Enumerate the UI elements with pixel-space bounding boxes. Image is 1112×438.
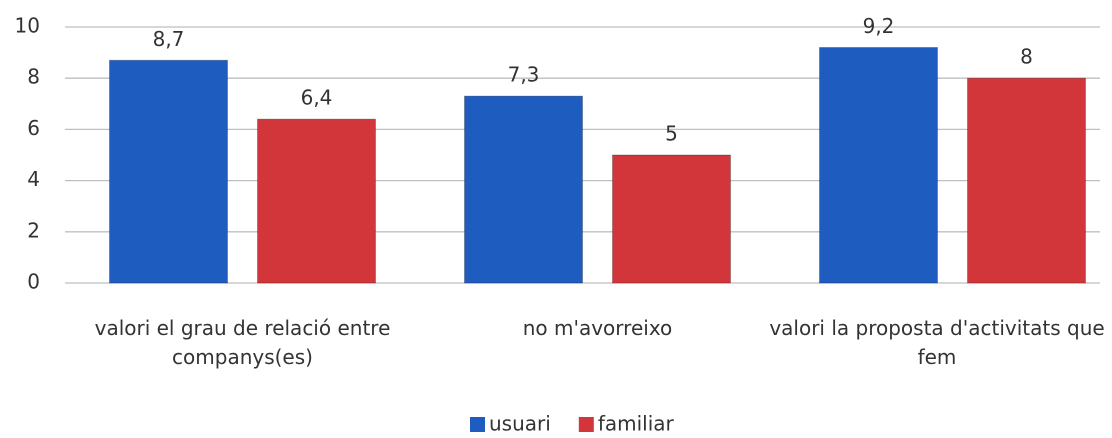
legend-label: familiar [598,412,675,436]
bar [109,59,228,284]
bar [257,118,376,284]
value-label: 5 [665,122,678,146]
bar [967,77,1086,284]
y-tick-label: 6 [27,116,40,140]
legend-swatch [578,417,594,432]
y-tick-label: 0 [27,270,40,294]
x-tick-label: no m'avorreixo [522,316,673,340]
y-tick-label: 2 [27,218,40,242]
bar [464,95,583,284]
value-label: 7,3 [508,63,540,87]
value-label: 9,2 [863,14,895,38]
legend-label: usuari [489,412,551,436]
bar [612,154,731,284]
y-tick-label: 8 [27,65,40,89]
x-tick-label: valori el grau de relació entre companys… [94,316,391,369]
y-tick-label: 10 [15,14,40,38]
y-tick-label: 4 [27,167,40,191]
bar [819,46,938,284]
value-label: 8 [1020,45,1033,69]
value-label: 8,7 [153,27,185,51]
value-label: 6,4 [301,86,333,110]
x-tick-label: valori la proposta d'activitats que fem [769,316,1105,369]
legend-swatch [470,417,485,432]
